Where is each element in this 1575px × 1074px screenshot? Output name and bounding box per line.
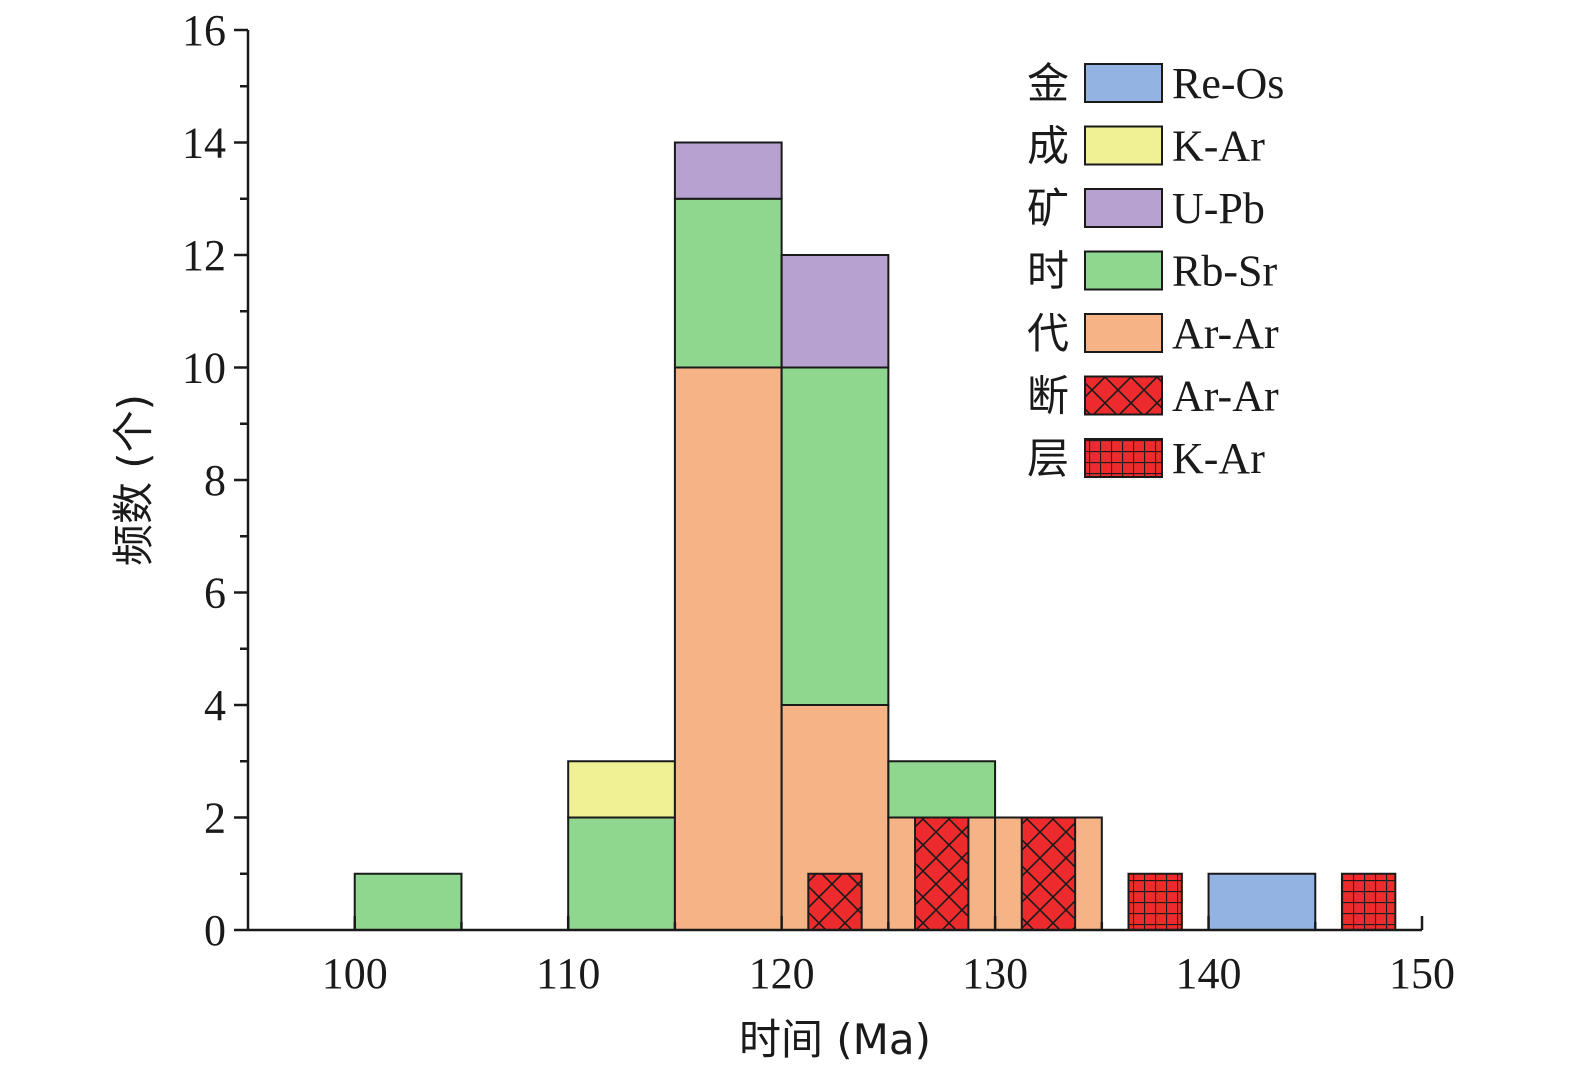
x-tick-label-110: 110 xyxy=(536,949,600,998)
fault-bar-fault_ar_ar-1 xyxy=(914,816,970,931)
bar-k_ar-110-115 xyxy=(567,760,676,819)
y-tick-label-8: 8 xyxy=(204,456,226,505)
legend-swatch-fault_k_ar xyxy=(1084,438,1163,478)
bar-rb_sr-120-125 xyxy=(780,366,890,706)
bar-rb_sr-125-130 xyxy=(887,760,997,819)
bar-ar_ar-115-120 xyxy=(673,366,783,931)
bar-rb_sr-110-115 xyxy=(567,816,676,931)
legend-label-u_pb: U-Pb xyxy=(1172,184,1265,233)
x-axis-title: 时间 (Ma) xyxy=(739,1015,931,1064)
legend-label-ar_ar: Ar-Ar xyxy=(1172,309,1279,358)
legend-label-fault_ar_ar: Ar-Ar xyxy=(1172,372,1279,421)
y-axis-ticks: 0 2 4 6 8 10 12 14 16 xyxy=(182,6,248,955)
x-tick-label-150: 150 xyxy=(1389,949,1455,998)
y-tick-label-6: 6 xyxy=(204,569,226,618)
fault-bar-fault_k_ar-3 xyxy=(1127,872,1183,931)
fault-bars-layer xyxy=(807,816,1397,931)
legend-swatch-ar_ar xyxy=(1084,313,1163,353)
y-tick-label-14: 14 xyxy=(182,119,226,168)
y-tick-label-4: 4 xyxy=(204,681,226,730)
legend-swatch-u_pb xyxy=(1084,188,1163,228)
y-tick-label-0: 0 xyxy=(204,906,226,955)
y-tick-label-12: 12 xyxy=(182,231,226,280)
bar-rb_sr-115-120 xyxy=(673,197,783,369)
fault-bar-fault_ar_ar-0 xyxy=(807,872,863,931)
legend-swatch-re_os xyxy=(1084,63,1163,103)
legend-group-char-5: 断 xyxy=(1027,372,1069,421)
x-tick-label-100: 100 xyxy=(322,949,388,998)
bars-layer xyxy=(353,141,1317,931)
legend-label-k_ar: K-Ar xyxy=(1172,122,1265,171)
fault-bar-fault_ar_ar-2 xyxy=(1020,816,1077,931)
bar-u_pb-115-120 xyxy=(673,141,783,200)
legend-label-re_os: Re-Os xyxy=(1172,59,1284,108)
legend: Re-Os 金 K-Ar 成 U-Pb 矿 Rb-Sr 时 Ar-Ar 代 Ar-Ar 断 K-Ar 层 xyxy=(1027,59,1284,483)
bar-rb_sr-100-105 xyxy=(353,872,463,931)
legend-label-fault_k_ar: K-Ar xyxy=(1172,434,1265,483)
legend-group-char-0: 金 xyxy=(1027,59,1069,108)
legend-group-char-3: 时 xyxy=(1027,247,1069,296)
legend-swatch-rb_sr xyxy=(1084,250,1163,291)
y-tick-label-16: 16 xyxy=(182,6,226,55)
legend-group-char-1: 成 xyxy=(1027,122,1069,171)
x-axis-ticks: 100 110 120 130 140 150 xyxy=(322,916,1455,998)
bar-re_os-140-145 xyxy=(1207,872,1317,931)
legend-swatch-fault_ar_ar xyxy=(1084,375,1163,416)
x-tick-label-130: 130 xyxy=(962,949,1028,998)
legend-group-char-6: 层 xyxy=(1027,434,1069,483)
fault-bar-fault_k_ar-4 xyxy=(1340,872,1397,931)
legend-label-rb_sr: Rb-Sr xyxy=(1172,247,1277,296)
legend-group-char-4: 代 xyxy=(1027,309,1069,358)
bar-u_pb-120-125 xyxy=(780,254,890,369)
y-axis-title: 频数 (个) xyxy=(109,394,158,566)
legend-group-char-2: 矿 xyxy=(1027,184,1069,233)
y-tick-label-2: 2 xyxy=(204,794,226,843)
legend-swatch-k_ar xyxy=(1084,125,1163,166)
x-tick-label-140: 140 xyxy=(1176,949,1242,998)
y-tick-label-10: 10 xyxy=(182,344,226,393)
x-tick-label-120: 120 xyxy=(749,949,815,998)
